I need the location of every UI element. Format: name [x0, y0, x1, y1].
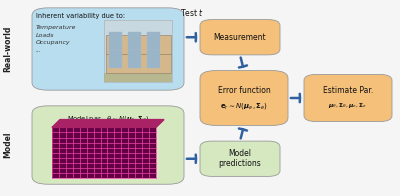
FancyBboxPatch shape	[52, 127, 156, 178]
FancyBboxPatch shape	[32, 106, 184, 184]
Text: Measurement: Measurement	[214, 33, 266, 42]
Text: Temperature
Loads
Occupancy
...: Temperature Loads Occupancy ...	[36, 25, 76, 53]
Text: Test $t$: Test $t$	[180, 7, 204, 18]
FancyBboxPatch shape	[106, 35, 170, 73]
FancyBboxPatch shape	[109, 50, 122, 68]
FancyBboxPatch shape	[104, 20, 172, 56]
FancyBboxPatch shape	[128, 50, 141, 68]
FancyBboxPatch shape	[200, 71, 288, 125]
Text: Inherent variability due to:: Inherent variability due to:	[36, 13, 125, 19]
FancyBboxPatch shape	[32, 8, 184, 90]
Text: Estimate Par.: Estimate Par.	[323, 86, 373, 95]
Text: Real-world: Real-world	[4, 26, 12, 72]
FancyBboxPatch shape	[109, 32, 122, 50]
Text: Model par.  $\theta \sim N(\boldsymbol{\mu}_\theta, \boldsymbol{\Sigma}_\theta)$: Model par. $\theta \sim N(\boldsymbol{\m…	[67, 114, 149, 124]
FancyBboxPatch shape	[147, 50, 160, 68]
FancyBboxPatch shape	[200, 141, 280, 176]
Text: $\mathbf{e}_r \sim N(\boldsymbol{\mu}_e, \boldsymbol{\Sigma}_e)$: $\mathbf{e}_r \sim N(\boldsymbol{\mu}_e,…	[220, 101, 268, 111]
FancyBboxPatch shape	[128, 32, 141, 50]
FancyBboxPatch shape	[304, 74, 392, 122]
Text: Model: Model	[4, 132, 12, 158]
Polygon shape	[52, 120, 164, 127]
Text: Model
predictions: Model predictions	[219, 149, 261, 168]
Text: $\boldsymbol{\mu}_\theta, \boldsymbol{\Sigma}_\theta, \boldsymbol{\mu}_e, \bolds: $\boldsymbol{\mu}_\theta, \boldsymbol{\S…	[328, 101, 368, 110]
FancyBboxPatch shape	[104, 73, 172, 82]
FancyBboxPatch shape	[200, 20, 280, 55]
FancyBboxPatch shape	[147, 32, 160, 50]
Text: Error function: Error function	[218, 86, 270, 95]
